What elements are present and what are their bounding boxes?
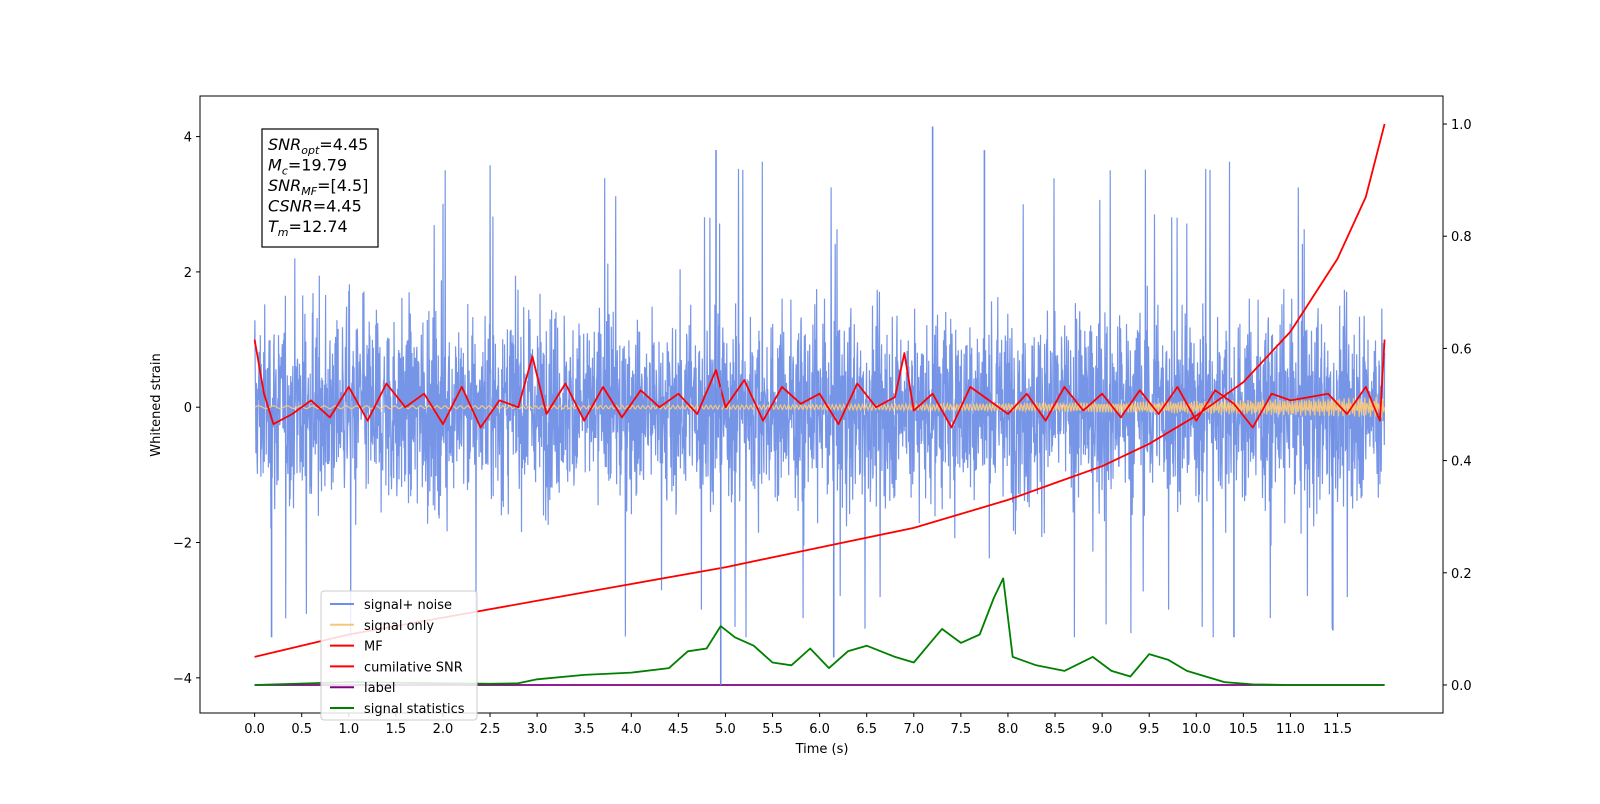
- x-tick-label: 7.5: [951, 722, 972, 737]
- y-right-tick-label: 0.6: [1451, 342, 1472, 357]
- x-tick-label: 4.0: [621, 722, 642, 737]
- legend-label: label: [364, 681, 395, 696]
- series-signal-statistics-line: [254, 577, 1385, 686]
- annotation-line: SNRopt=4.45: [268, 135, 368, 157]
- x-tick-label: 8.0: [998, 722, 1019, 737]
- annotation-line: SNRMF=[4.5]: [268, 176, 368, 198]
- x-tick-label: 5.0: [715, 722, 736, 737]
- legend-label: signal+ noise: [364, 598, 452, 613]
- x-tick-label: 1.0: [338, 722, 359, 737]
- x-tick-label: 6.0: [809, 722, 830, 737]
- y-left-tick-label: −2: [173, 537, 192, 552]
- x-tick-label: 10.5: [1229, 722, 1258, 737]
- annotation-frame: [261, 128, 379, 248]
- x-tick-label: 1.5: [386, 722, 407, 737]
- annotation-line: CSNR=4.45: [268, 197, 362, 216]
- annotation-line: Mc=19.79: [268, 156, 347, 178]
- y-left-tick-label: 4: [184, 131, 192, 146]
- y-right-tick-label: 0.0: [1451, 679, 1472, 694]
- x-tick-label: 7.0: [903, 722, 924, 737]
- x-tick-label: 5.5: [762, 722, 783, 737]
- legend-frame: [320, 590, 478, 721]
- x-tick-label: 11.5: [1323, 722, 1352, 737]
- y-right-tick-label: 1.0: [1451, 118, 1472, 133]
- x-tick-label: 11.0: [1276, 722, 1305, 737]
- annotation-line: Tm=12.74: [268, 217, 348, 239]
- y-left-tick-label: −4: [173, 672, 192, 687]
- x-tick-label: 6.5: [856, 722, 877, 737]
- y-axis-label: Whitened strain: [149, 353, 164, 456]
- x-tick-label: 0.0: [244, 722, 265, 737]
- y-left-tick-label: 0: [184, 401, 192, 416]
- x-tick-label: 9.5: [1139, 722, 1160, 737]
- plot-frame: [199, 95, 1444, 714]
- legend-label: cumilative SNR: [364, 660, 463, 675]
- series-signal-only-line: [254, 397, 1386, 418]
- y-right-tick-label: 0.4: [1451, 455, 1472, 470]
- x-tick-label: 10.0: [1182, 722, 1211, 737]
- plot-series-layer: [253, 123, 1386, 686]
- legend-label: signal only: [364, 619, 434, 634]
- annotation-box: SNRopt=4.45Mc=19.79SNRMF=[4.5]CSNR=4.45T…: [261, 128, 379, 248]
- legend-label: MF: [364, 640, 383, 655]
- series-cumulative-snr-line: [254, 123, 1386, 658]
- axis-ticks-layer: 0.0 0.5 1.0 1.5 2.0 2.5 3.0 3.5 4.0 4.5 5.0 5.5 6.0 6…: [173, 118, 1472, 737]
- x-tick-label: 3.0: [527, 722, 548, 737]
- legend-label: signal statistics: [364, 702, 465, 717]
- x-tick-label: 4.5: [668, 722, 689, 737]
- x-tick-label: 3.5: [574, 722, 595, 737]
- y-right-tick-label: 0.2: [1451, 567, 1472, 582]
- series-signal-noise-line: [254, 161, 1386, 638]
- legend: signal+ noise signal only MF cumilative SNR…: [320, 590, 478, 721]
- x-tick-label: 9.0: [1092, 722, 1113, 737]
- x-tick-label: 2.0: [433, 722, 454, 737]
- y-right-tick-label: 0.8: [1451, 230, 1472, 245]
- x-tick-label: 0.5: [291, 722, 312, 737]
- x-axis-label: Time (s): [795, 742, 849, 757]
- x-tick-label: 8.5: [1045, 722, 1066, 737]
- x-tick-label: 2.5: [480, 722, 501, 737]
- y-left-tick-label: 2: [184, 266, 192, 281]
